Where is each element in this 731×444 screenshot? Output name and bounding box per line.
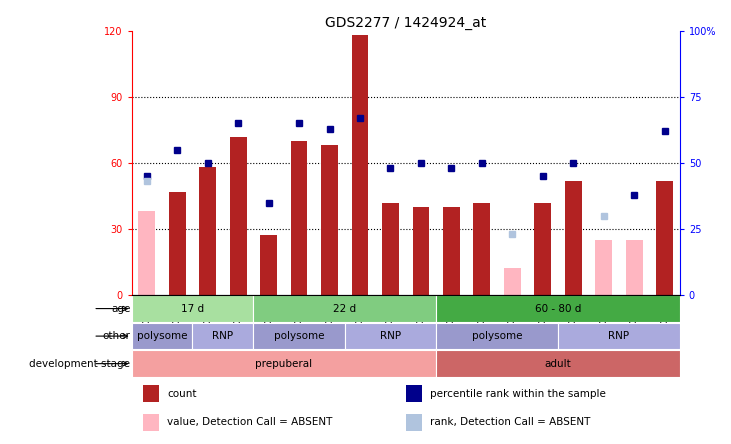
Text: polysome: polysome	[471, 331, 523, 341]
Bar	[626, 240, 643, 295]
Bar	[656, 181, 673, 295]
Bar	[626, 240, 643, 295]
Text: adult: adult	[545, 359, 572, 369]
Bar	[230, 137, 246, 295]
Text: development stage: development stage	[29, 359, 130, 369]
Bar	[443, 207, 460, 295]
Text: 22 d: 22 d	[333, 304, 356, 313]
Bar	[321, 145, 338, 295]
Title: GDS2277 / 1424924_at: GDS2277 / 1424924_at	[325, 16, 486, 30]
Text: polysome: polysome	[274, 331, 325, 341]
Text: age: age	[111, 304, 130, 313]
Bar	[436, 350, 680, 377]
Bar	[138, 211, 155, 295]
Text: 60 - 80 d: 60 - 80 d	[535, 304, 581, 313]
Bar	[382, 202, 399, 295]
Bar	[406, 385, 422, 402]
Bar	[132, 295, 254, 322]
Bar	[436, 323, 558, 349]
Bar	[474, 202, 491, 295]
Bar	[200, 167, 216, 295]
Text: value, Detection Call = ABSENT: value, Detection Call = ABSENT	[167, 417, 333, 428]
Text: percentile rank within the sample: percentile rank within the sample	[431, 388, 606, 399]
Bar	[436, 295, 680, 322]
Bar	[254, 295, 436, 322]
Bar	[260, 235, 277, 295]
Bar	[558, 323, 680, 349]
Bar	[412, 207, 429, 295]
Text: RNP: RNP	[380, 331, 401, 341]
Bar	[132, 323, 192, 349]
Text: RNP: RNP	[213, 331, 233, 341]
Bar	[345, 323, 436, 349]
Text: RNP: RNP	[608, 331, 629, 341]
Bar	[534, 202, 551, 295]
Bar	[565, 181, 582, 295]
Text: count: count	[167, 388, 197, 399]
Bar	[291, 141, 308, 295]
Bar	[504, 269, 520, 295]
Text: polysome: polysome	[137, 331, 187, 341]
Bar	[192, 323, 254, 349]
Text: rank, Detection Call = ABSENT: rank, Detection Call = ABSENT	[431, 417, 591, 428]
Bar	[132, 350, 436, 377]
Text: 17 d: 17 d	[181, 304, 204, 313]
Bar	[595, 240, 612, 295]
Text: other: other	[102, 331, 130, 341]
Bar	[254, 323, 345, 349]
Bar	[143, 385, 159, 402]
Bar	[352, 36, 368, 295]
Text: prepuberal: prepuberal	[255, 359, 312, 369]
Bar	[143, 414, 159, 431]
Bar	[169, 191, 186, 295]
Bar	[406, 414, 422, 431]
